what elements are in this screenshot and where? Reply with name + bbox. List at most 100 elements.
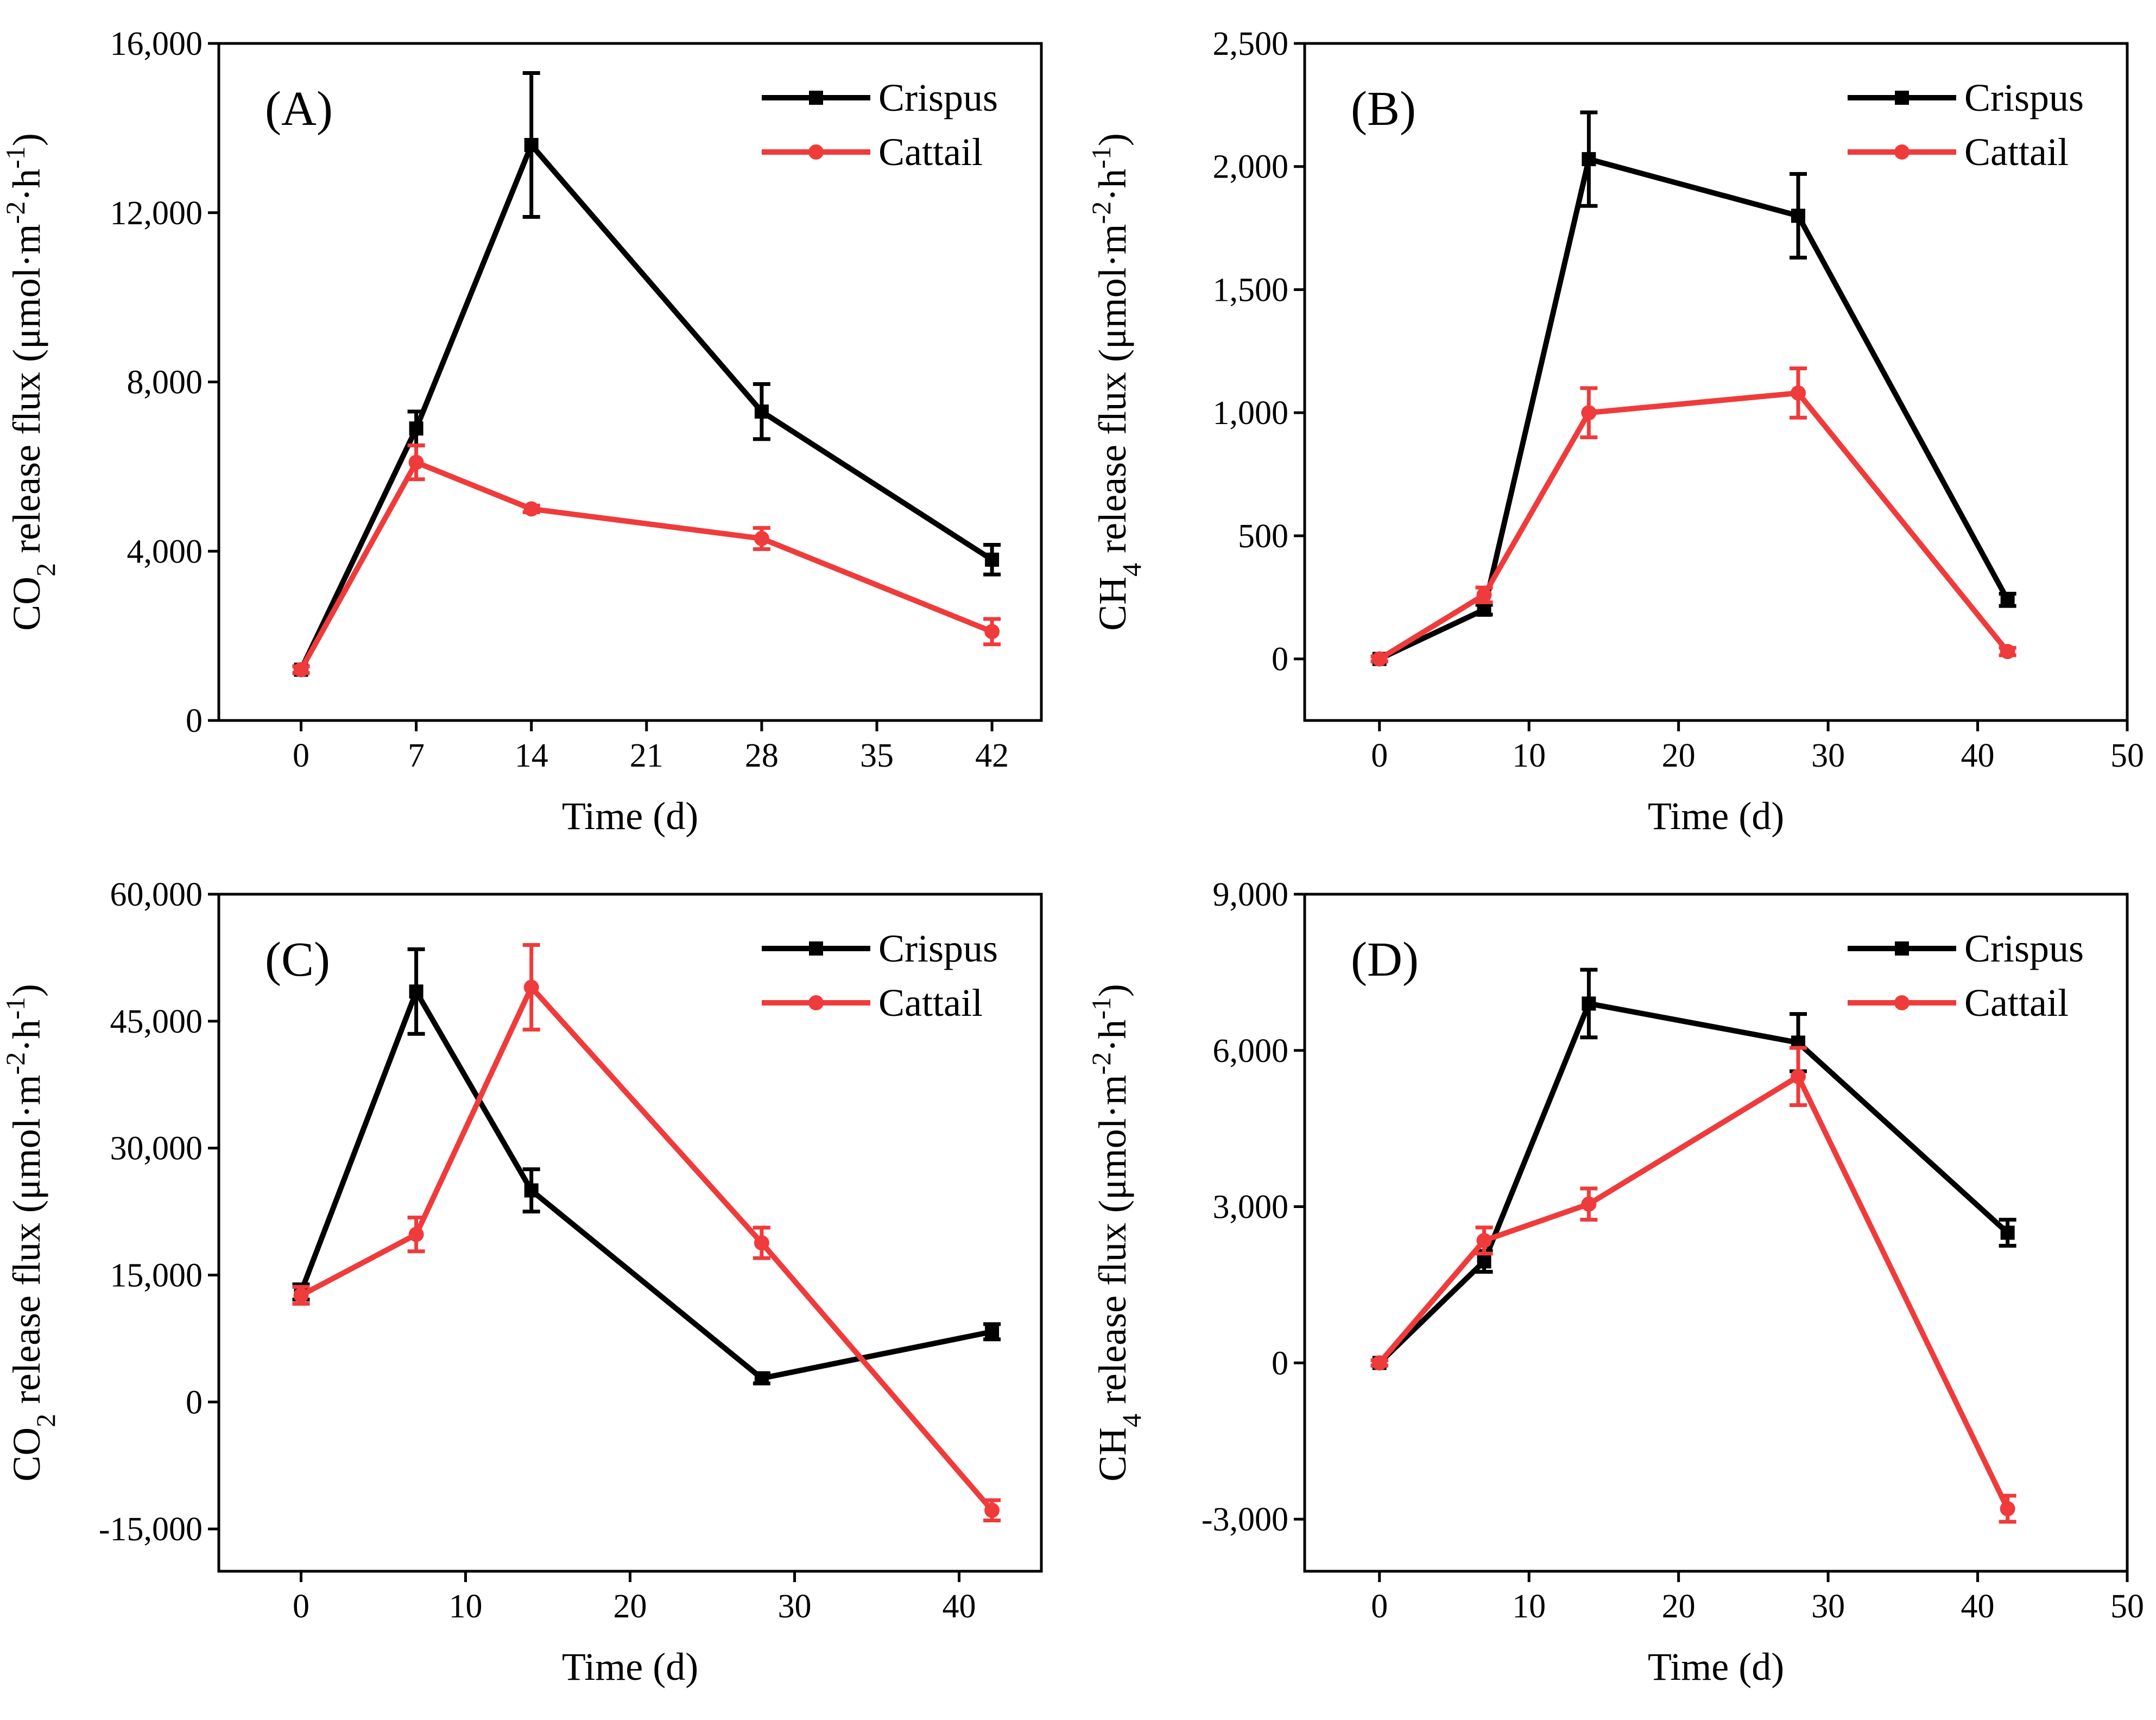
legend-marker — [1895, 941, 1909, 956]
x-tick-label: 20 — [1662, 1588, 1696, 1625]
series-crispus — [1370, 968, 2016, 1370]
x-tick-label: 0 — [293, 737, 309, 774]
y-tick-label: 3,000 — [1213, 1189, 1289, 1226]
x-tick-label: 40 — [1961, 737, 1995, 774]
x-tick-label: 35 — [860, 737, 894, 774]
legend-label: Crispus — [1964, 76, 2084, 119]
x-axis-title: Time (d) — [562, 794, 698, 838]
y-tick-label: 6,000 — [1213, 1033, 1289, 1070]
legend-marker — [1894, 995, 1910, 1010]
y-tick-label: 2,500 — [1213, 26, 1289, 62]
legend-label: Crispus — [878, 76, 998, 119]
x-axis-title: Time (d) — [1648, 794, 1784, 838]
data-point — [523, 979, 539, 995]
y-tick-label: -15,000 — [99, 1511, 203, 1548]
x-tick-label: 10 — [1512, 1588, 1546, 1625]
data-point — [984, 1502, 1000, 1518]
data-point — [1582, 152, 1596, 167]
y-tick-label: -3,000 — [1202, 1501, 1288, 1538]
panel-label: (D) — [1351, 933, 1419, 987]
chart-panel-4: 0 10 20 30 40 50 -3,000 0 3,000 6,000 9,000 Time (d… — [1086, 876, 2144, 1689]
x-tick-label: 10 — [1512, 737, 1546, 774]
y-tick-label: 0 — [1272, 641, 1288, 678]
series-line — [298, 989, 993, 1381]
data-point — [409, 984, 423, 999]
data-point — [2000, 644, 2015, 660]
y-axis-title: CH4 release flux (μmol·m-2·h-1) — [1086, 133, 1147, 631]
x-tick-label: 50 — [2110, 1588, 2144, 1625]
data-point — [524, 138, 539, 153]
y-tick-label: 1,000 — [1213, 395, 1289, 432]
legend-marker — [808, 144, 824, 160]
panel-label: (C) — [265, 933, 330, 987]
y-axis-title: CH4 release flux (μmol·m-2·h-1) — [1086, 984, 1147, 1482]
x-tick-label: 30 — [1811, 1588, 1845, 1625]
y-tick-label: 15,000 — [110, 1257, 203, 1294]
data-point — [408, 1226, 424, 1242]
chart-panel-1: 0 7 14 21 28 35 42 0 4,000 8,000 12,000 16,000 Time … — [0, 26, 1043, 838]
legend-marker — [809, 941, 823, 956]
legend: Crispus Cattail — [1848, 76, 2084, 174]
x-tick-label: 28 — [745, 737, 779, 774]
data-point — [1581, 405, 1597, 421]
series-cattail — [1370, 1046, 2016, 1524]
y-tick-label: 2,000 — [1213, 149, 1289, 186]
series-line — [300, 984, 994, 1513]
data-point — [293, 1287, 309, 1303]
plot-frame — [1303, 893, 2129, 1573]
data-point — [1791, 208, 1805, 223]
y-tick-label: 16,000 — [110, 26, 203, 62]
legend-label: Crispus — [1964, 927, 2084, 970]
series-crispus — [292, 947, 1001, 1386]
series-cattail — [292, 943, 1001, 1522]
series-line — [1378, 390, 2010, 661]
y-tick-label: 0 — [186, 1384, 203, 1421]
x-tick-label: 50 — [2110, 737, 2144, 774]
data-point — [523, 501, 539, 517]
panel-label: (B) — [1351, 82, 1416, 136]
legend-label: Cattail — [1964, 981, 2069, 1025]
data-point — [1581, 1196, 1597, 1212]
x-tick-label: 30 — [778, 1588, 812, 1625]
data-point — [2000, 592, 2015, 607]
x-tick-label: 0 — [1371, 1588, 1388, 1625]
data-point — [524, 1183, 539, 1198]
x-tick-label: 0 — [293, 1588, 309, 1625]
legend: Crispus Cattail — [762, 76, 998, 174]
legend: Crispus Cattail — [762, 927, 998, 1025]
data-point — [984, 624, 1000, 640]
x-tick-label: 0 — [1371, 737, 1388, 774]
x-axis-title: Time (d) — [562, 1645, 698, 1689]
data-point — [985, 1324, 1000, 1339]
legend: Crispus Cattail — [1848, 927, 2084, 1025]
y-axis-title: CO2 release flux (μmol·m-2·h-1) — [0, 984, 61, 1482]
data-point — [1791, 385, 1806, 401]
y-axis-title: CO2 release flux (μmol·m-2·h-1) — [0, 133, 61, 631]
y-tick-label: 4,000 — [127, 533, 203, 570]
data-point — [1582, 996, 1596, 1011]
y-tick-label: 8,000 — [127, 364, 203, 401]
x-tick-label: 42 — [975, 737, 1009, 774]
y-tick-label: 0 — [1272, 1345, 1288, 1382]
y-tick-label: 60,000 — [110, 876, 203, 913]
y-tick-label: 12,000 — [110, 195, 203, 232]
y-tick-label: 9,000 — [1213, 876, 1289, 913]
series-line — [1377, 1073, 2010, 1510]
legend-marker — [1895, 91, 1909, 105]
x-tick-label: 7 — [408, 737, 425, 774]
series-crispus — [1370, 110, 2016, 666]
legend-label: Crispus — [878, 927, 998, 970]
series-line — [1378, 156, 2010, 662]
series-cattail — [1370, 366, 2016, 667]
data-point — [409, 421, 423, 436]
x-tick-label: 20 — [1662, 737, 1696, 774]
legend-marker — [808, 995, 824, 1010]
panel-label: (A) — [265, 82, 333, 136]
chart-panel-2: 0 10 20 30 40 5005001,0001,5002,0002,500Time … — [1086, 26, 2144, 838]
legend-marker — [1894, 144, 1910, 160]
data-point — [2000, 1225, 2015, 1240]
legend-label: Cattail — [878, 981, 983, 1025]
y-tick-label: 500 — [1238, 518, 1288, 555]
y-tick-label: 30,000 — [110, 1130, 203, 1167]
